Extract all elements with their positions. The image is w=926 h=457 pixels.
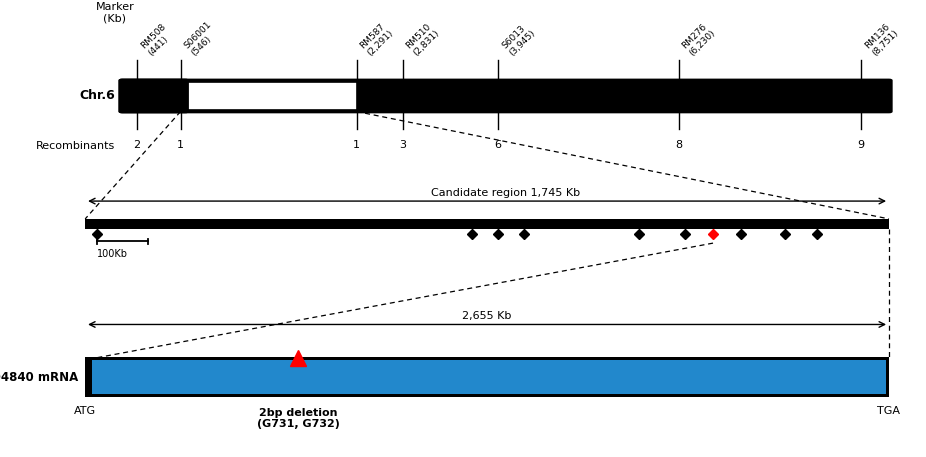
Text: Marker
(Kb): Marker (Kb)	[95, 2, 134, 23]
Bar	[85, 219, 889, 229]
Text: 2: 2	[133, 140, 141, 150]
Text: 2,655 Kb: 2,655 Kb	[462, 311, 512, 321]
Text: Candidate region 1,745 Kb: Candidate region 1,745 Kb	[431, 188, 581, 198]
Bar	[92, 360, 886, 394]
Text: ATG: ATG	[74, 406, 96, 415]
FancyBboxPatch shape	[119, 79, 893, 113]
Text: 100Kb: 100Kb	[97, 249, 128, 259]
Text: S06001
(546): S06001 (546)	[182, 20, 220, 58]
Text: 9: 9	[857, 140, 865, 150]
Text: RM587
(2,291): RM587 (2,291)	[358, 21, 395, 58]
Text: RM276
(6,230): RM276 (6,230)	[681, 21, 718, 58]
Text: RM510
(2,831): RM510 (2,831)	[405, 21, 442, 58]
Text: TGA: TGA	[878, 406, 900, 415]
Text: Os06g04840 mRNA: Os06g04840 mRNA	[0, 371, 78, 383]
Text: 3: 3	[399, 140, 407, 150]
Bar	[85, 357, 889, 397]
Text: RM136
(8,751): RM136 (8,751)	[863, 21, 900, 58]
Text: S6013
(3,945): S6013 (3,945)	[500, 21, 537, 58]
Text: 8: 8	[675, 140, 682, 150]
FancyBboxPatch shape	[119, 79, 189, 113]
Text: 6: 6	[494, 140, 502, 150]
Text: RM508
(441): RM508 (441)	[139, 22, 175, 58]
Text: 1: 1	[353, 140, 360, 150]
Text: 2bp deletion
(G731, G732): 2bp deletion (G731, G732)	[257, 408, 340, 430]
Bar	[181, 82, 357, 110]
Text: Chr.6: Chr.6	[79, 90, 115, 102]
Text: Recombinants: Recombinants	[35, 141, 115, 151]
Text: 1: 1	[177, 140, 184, 150]
